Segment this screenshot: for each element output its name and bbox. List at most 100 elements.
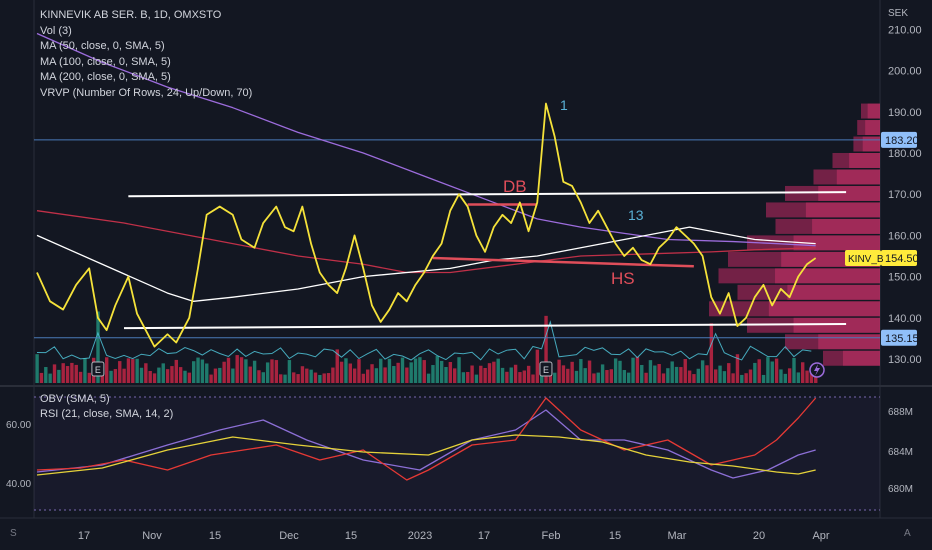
legend-ma200[interactable]: MA (200, close, 0, SMA, 5) (40, 71, 171, 84)
earnings-marker-label: E (95, 365, 101, 375)
volume-bar (627, 372, 631, 383)
volume-bar (644, 372, 648, 383)
volume-bar (774, 358, 779, 383)
earnings-marker-label: E (543, 365, 549, 375)
volume-bar (801, 362, 805, 383)
volume-bar (470, 365, 474, 383)
volume-bar (152, 373, 157, 383)
volume-bar (105, 357, 109, 383)
volume-bar (361, 373, 366, 383)
volume-bar (761, 374, 766, 383)
obv-tick-688: 688M (888, 407, 913, 418)
volume-bar (270, 359, 274, 383)
volume-profile-row (823, 350, 880, 366)
volume-bar (205, 363, 209, 383)
volume-profile-up (818, 334, 880, 350)
volume-bar (405, 367, 409, 383)
support-price-label: 135.15 (885, 333, 919, 345)
volume-bar (518, 372, 522, 383)
volume-bar (731, 373, 735, 383)
volume-bar (544, 315, 548, 383)
volume-bar (531, 374, 535, 383)
volume-bar (331, 367, 335, 383)
volume-bar (70, 362, 74, 383)
volume-bar (96, 311, 100, 383)
resistance-price-label: 183.20 (885, 135, 919, 147)
volume-bar (226, 357, 231, 383)
volume-bar (257, 370, 261, 383)
volume-bar (622, 370, 627, 383)
volume-bar (418, 357, 422, 383)
time-tick-label: Mar (668, 530, 687, 542)
volume-bar (144, 363, 148, 383)
volume-bar (679, 367, 683, 383)
volume-bar (757, 359, 761, 383)
volume-bar (583, 368, 587, 383)
obv-tick-684: 684M (888, 447, 913, 458)
volume-bar (139, 367, 144, 383)
volume-bar (522, 370, 526, 383)
volume-bar (461, 372, 466, 383)
volume-bar (392, 366, 396, 383)
volume-bar (78, 371, 83, 383)
legend-ma50[interactable]: MA (50, close, 0, SMA, 5) (40, 40, 165, 53)
volume-bar (653, 365, 657, 383)
volume-bar (666, 368, 670, 383)
price-axis[interactable]: 210.00 200.00 190.00 180.00 170.00 160.00 150.… (888, 8, 922, 366)
volume-bar (165, 369, 170, 383)
symbol-label-bg (845, 250, 881, 267)
volume-bar (148, 370, 152, 383)
volume-bar (457, 357, 461, 383)
volume-bar (383, 367, 387, 383)
volume-bar (596, 372, 600, 383)
volume-bar (526, 365, 531, 383)
volume-bar (296, 374, 300, 383)
volume-bar (696, 368, 700, 383)
time-tick-label: 17 (478, 530, 490, 542)
volume-profile-up (867, 103, 880, 119)
volume-bar (683, 359, 687, 383)
volume-bar (426, 373, 431, 383)
volume-bar (309, 369, 313, 383)
volume-bar (48, 373, 52, 383)
volume-bar (370, 364, 374, 383)
volume-bar (118, 361, 122, 383)
volume-bar (496, 358, 500, 383)
horizontal-lines (34, 139, 880, 339)
volume-bar (779, 369, 783, 383)
head-shoulders-label: HS (611, 269, 635, 288)
volume-bar (700, 360, 705, 383)
volume-bar (687, 370, 692, 383)
obv-tick-680: 680M (888, 484, 913, 495)
volume-bar (479, 365, 483, 383)
volume-profile-up (862, 136, 880, 152)
volume-bar (714, 369, 718, 383)
lower-legend: OBV (SMA, 5) RSI (21, close, SMA, 14, 2) (40, 392, 173, 422)
volume-bar (157, 367, 161, 383)
volume-bar (170, 366, 174, 383)
volume-bar (248, 366, 252, 383)
volume-bar (387, 358, 392, 383)
time-tick-label: 20 (753, 530, 765, 542)
price-tick-label: 130.00 (888, 354, 922, 366)
volume-bar (366, 369, 370, 383)
symbol-title[interactable]: KINNEVIK AB SER. B, 1D, OMXSTO (40, 9, 222, 21)
indicator-legend: KINNEVIK AB SER. B, 1D, OMXSTO Vol (3) M… (40, 8, 252, 102)
ma200-line (36, 32, 816, 247)
price-tick-label: 140.00 (888, 313, 922, 325)
earnings-marker (91, 361, 105, 377)
volume-bar (600, 364, 605, 383)
legend-obv[interactable]: OBV (SMA, 5) (40, 393, 110, 405)
volume-bar (379, 358, 383, 383)
legend-vrvp[interactable]: VRVP (Number Of Rows, 24, Up/Down, 70) (40, 86, 253, 99)
legend-rsi[interactable]: RSI (21, close, SMA, 14, 2) (40, 408, 174, 420)
time-tick-label: Dec (279, 530, 299, 542)
volume-bar (661, 373, 666, 383)
volume-bar (409, 362, 413, 383)
legend-vol[interactable]: Vol (3) (40, 24, 72, 37)
time-axis[interactable]: 17 Nov 15 Dec 15 2023 17 Feb 15 Mar 20 Apr S A (10, 528, 911, 542)
legend-ma100[interactable]: MA (100, close, 0, SMA, 5) (40, 55, 171, 68)
volume-bar (231, 368, 235, 383)
volume-bar (674, 366, 679, 383)
